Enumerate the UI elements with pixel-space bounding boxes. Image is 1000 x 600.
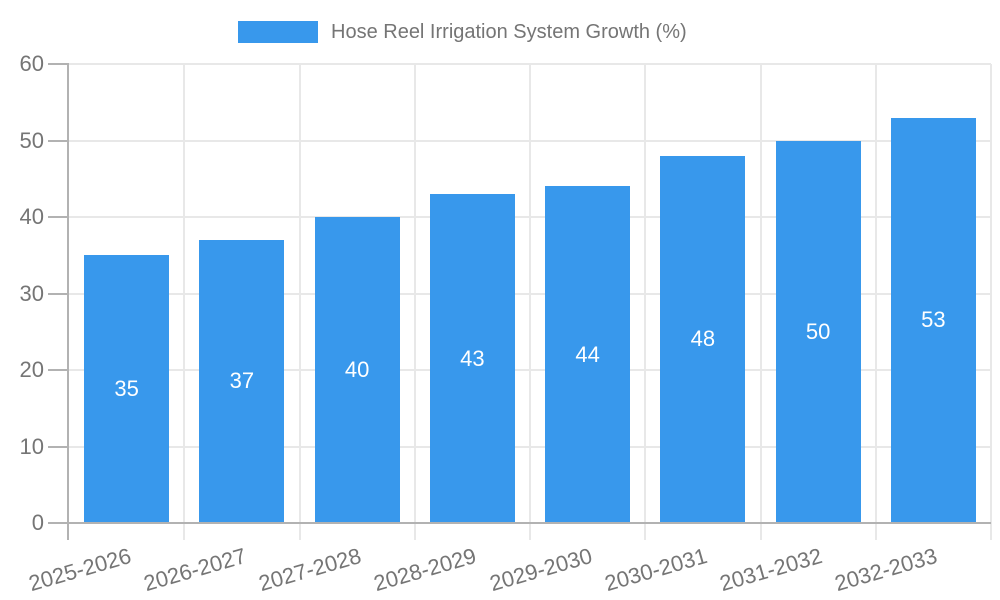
x-tick-label: 2031-2032	[716, 543, 826, 597]
x-axis-line	[67, 522, 991, 524]
y-tick	[48, 63, 69, 65]
bar[interactable]	[314, 217, 400, 523]
x-tick-label: 2030-2031	[601, 543, 710, 597]
x-gridline	[413, 64, 416, 540]
bar-value-label: 35	[114, 376, 139, 402]
legend-swatch	[238, 21, 318, 43]
bar-value-label: 53	[921, 307, 946, 333]
x-tick-label: 2025-2026	[25, 543, 134, 597]
bar[interactable]	[890, 117, 976, 523]
x-gridline	[298, 64, 301, 540]
bar-value-label: 50	[805, 318, 831, 344]
x-tick-label: 2029-2030	[486, 543, 595, 597]
y-tick-label: 0	[31, 510, 44, 535]
y-tick	[48, 369, 69, 371]
y-tick	[48, 139, 69, 142]
y-tick-label: 10	[19, 433, 44, 459]
y-tick-label: 40	[19, 204, 44, 229]
bar[interactable]	[199, 239, 285, 523]
bar-value-label: 37	[229, 368, 255, 394]
bar[interactable]	[429, 194, 515, 523]
x-tick-label: 2028-2029	[371, 543, 480, 597]
x-gridline	[644, 64, 647, 540]
bar-value-label: 40	[344, 357, 370, 382]
y-tick-label: 30	[19, 280, 44, 306]
x-gridline	[990, 64, 992, 540]
x-tick-label: 2032-2033	[832, 543, 941, 597]
y-axis-line	[67, 64, 69, 540]
y-tick-label: 60	[19, 51, 44, 76]
legend: Hose Reel Irrigation System Growth (%)	[238, 20, 687, 44]
legend-label: Hose Reel Irrigation System Growth (%)	[331, 20, 687, 43]
bar[interactable]	[660, 155, 746, 523]
y-tick	[48, 445, 69, 448]
y-tick	[48, 292, 69, 295]
x-gridline	[529, 64, 531, 540]
y-tick	[48, 216, 69, 218]
x-gridline	[874, 64, 877, 540]
x-tick-label: 2026-2027	[140, 543, 249, 597]
bar[interactable]	[775, 140, 861, 523]
x-gridline	[759, 64, 762, 540]
bar-value-label: 43	[460, 345, 485, 371]
y-tick-label: 50	[19, 127, 44, 153]
x-gridline	[183, 64, 186, 540]
bar-value-label: 44	[575, 341, 600, 367]
bar-value-label: 48	[690, 326, 716, 352]
bar[interactable]	[545, 186, 631, 523]
y-tick	[48, 522, 69, 524]
y-tick-label: 20	[19, 357, 44, 382]
bar[interactable]	[84, 255, 170, 523]
x-tick-label: 2027-2028	[255, 543, 365, 597]
